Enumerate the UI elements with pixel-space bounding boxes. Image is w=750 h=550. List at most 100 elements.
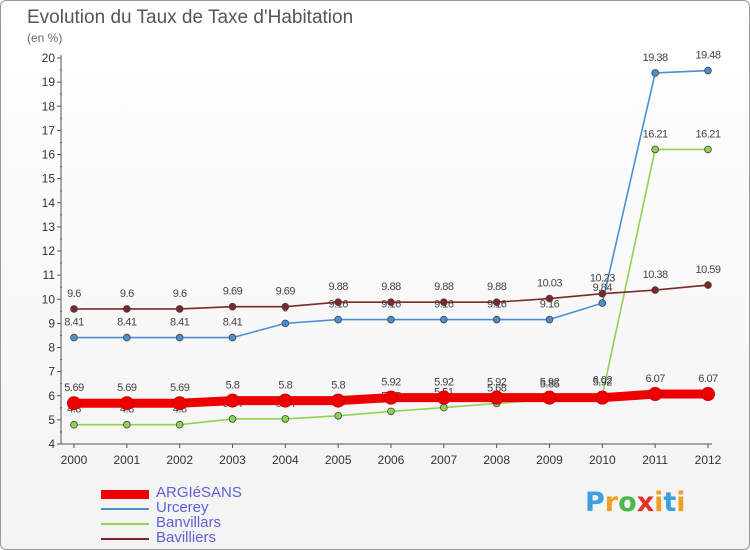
- data-label-urcerey: 8.41: [64, 317, 84, 329]
- data-label-bavilliers: 9.69: [223, 286, 243, 298]
- y-tick-label: 17: [42, 123, 56, 137]
- logo-letter: i: [676, 487, 686, 518]
- data-label-bavilliers: 9.6: [173, 288, 187, 300]
- y-tick-label: 4: [48, 437, 55, 451]
- x-tick-label: 2005: [325, 453, 352, 467]
- logo-letter: i: [654, 487, 664, 518]
- data-label-banvillars: 6.02: [593, 374, 613, 386]
- data-label-bavilliers: 10.03: [537, 278, 562, 290]
- data-label-bavilliers: 10.23: [590, 273, 615, 285]
- data-label-argi-sans: 5.69: [117, 382, 137, 394]
- data-label-urcerey: 9.84: [593, 282, 613, 294]
- data-point-argi-sans: [119, 396, 134, 411]
- data-label-urcerey: 19.38: [643, 52, 668, 64]
- x-tick-label: 2004: [272, 453, 299, 467]
- data-point-argi-sans: [384, 390, 398, 405]
- data-point-banvillars: [281, 415, 290, 423]
- y-tick-label: 7: [48, 365, 55, 379]
- y-tick-label: 10: [42, 292, 56, 306]
- legend-swatch: [101, 508, 149, 510]
- data-label-argi-sans: 5.8: [226, 380, 240, 392]
- data-label-argi-sans: 6.07: [645, 373, 665, 385]
- logo-letter: P: [585, 487, 605, 518]
- data-label-bavilliers: 9.69: [276, 286, 296, 298]
- data-point-banvillars: [651, 145, 659, 154]
- data-point-argi-sans: [489, 390, 504, 405]
- data-label-bavilliers: 9.6: [67, 288, 81, 300]
- x-tick-label: 2012: [695, 453, 722, 467]
- y-tick-label: 5: [48, 413, 55, 427]
- data-label-argi-sans: 5.92: [381, 377, 401, 389]
- data-point-argi-sans: [67, 396, 81, 411]
- data-label-banvillars: 16.21: [695, 128, 720, 140]
- data-point-urcerey: [70, 333, 78, 342]
- data-label-banvillars: 5.68: [487, 382, 507, 394]
- data-point-urcerey: [598, 299, 607, 307]
- data-label-argi-sans: 5.92: [487, 377, 507, 389]
- x-tick-label: 2006: [378, 453, 405, 467]
- legend-label: Urcerey: [156, 499, 209, 516]
- y-tick-label: 20: [42, 51, 56, 65]
- data-label-argi-sans: 6.07: [698, 373, 718, 385]
- data-label-argi-sans: 5.69: [64, 382, 84, 394]
- data-point-banvillars: [123, 420, 131, 429]
- x-tick-label: 2000: [61, 453, 88, 467]
- y-tick-label: 11: [43, 268, 56, 282]
- legend-swatch: [101, 538, 149, 540]
- data-label-bavilliers: 9.88: [487, 281, 507, 293]
- y-tick-label: 14: [42, 196, 56, 210]
- data-point-bavilliers: [387, 298, 395, 306]
- data-point-bavilliers: [492, 298, 501, 306]
- x-tick-label: 2001: [113, 453, 140, 467]
- y-tick-label: 13: [42, 220, 56, 234]
- data-label-argi-sans: 5.8: [331, 380, 345, 392]
- legend-label: Bavilliers: [156, 529, 217, 546]
- data-point-urcerey: [387, 315, 395, 324]
- data-label-bavilliers: 10.59: [695, 264, 720, 276]
- data-label-bavilliers: 9.88: [381, 281, 401, 293]
- x-tick-label: 2007: [430, 453, 457, 467]
- data-point-bavilliers: [545, 294, 554, 303]
- y-tick-label: 15: [42, 172, 56, 186]
- legend-label: Banvillars: [156, 514, 222, 531]
- data-point-bavilliers: [228, 302, 237, 311]
- x-tick-label: 2003: [219, 453, 246, 467]
- data-point-bavilliers: [334, 298, 342, 306]
- y-tick-label: 12: [42, 244, 56, 258]
- data-point-argi-sans: [331, 393, 346, 408]
- data-point-bavilliers: [175, 305, 184, 313]
- x-tick-label: 2010: [589, 453, 616, 467]
- data-point-urcerey: [175, 333, 184, 342]
- data-point-argi-sans: [225, 393, 240, 408]
- data-point-urcerey: [651, 69, 659, 77]
- data-label-urcerey: 8.41: [117, 317, 137, 329]
- y-tick-label: 8: [48, 341, 55, 355]
- data-point-argi-sans: [701, 387, 715, 402]
- data-label-bavilliers: 9.88: [434, 281, 454, 293]
- data-point-banvillars: [228, 415, 237, 423]
- legend-swatch: [101, 523, 149, 525]
- proxiti-logo: Proxiti: [585, 487, 686, 518]
- data-label-bavilliers: 10.38: [643, 269, 668, 281]
- chart-unit-label: (en %): [27, 31, 63, 45]
- data-label-argi-sans: 5.92: [434, 377, 454, 389]
- data-label-bavilliers: 9.6: [120, 288, 134, 300]
- data-point-urcerey: [545, 315, 554, 324]
- y-tick-label: 9: [48, 316, 55, 330]
- logo-letter: r: [604, 487, 619, 518]
- data-point-bavilliers: [704, 281, 712, 289]
- y-tick-label: 18: [42, 99, 56, 113]
- x-tick-label: 2002: [166, 453, 193, 467]
- data-point-urcerey: [281, 319, 290, 328]
- data-point-urcerey: [440, 315, 448, 324]
- y-tick-label: 19: [42, 75, 56, 89]
- legend-swatch: [101, 490, 149, 499]
- data-point-argi-sans: [595, 390, 610, 405]
- y-tick-label: 16: [42, 148, 56, 162]
- data-label-banvillars: 5.85: [540, 378, 560, 390]
- data-point-urcerey: [228, 333, 237, 342]
- data-point-banvillars: [70, 420, 78, 429]
- data-point-bavilliers: [651, 286, 659, 294]
- data-point-banvillars: [440, 403, 448, 412]
